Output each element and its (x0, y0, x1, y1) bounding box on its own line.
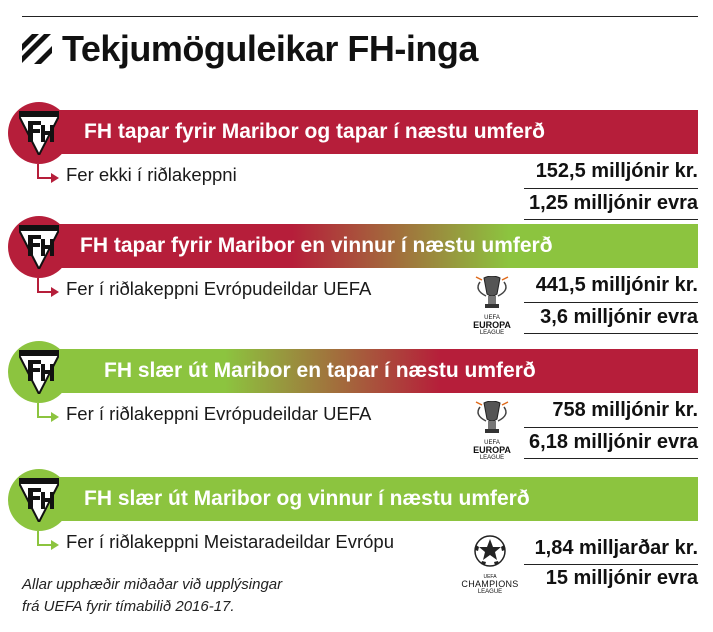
logo-text-uefa: UEFA (484, 315, 500, 321)
amount-eur: 3,6 milljónir evra (540, 306, 698, 328)
arrow-right-icon (37, 278, 59, 297)
logo-text-uefa: UEFA (483, 574, 497, 580)
fh-logo-badge (8, 341, 70, 403)
amount-eur: 15 milljónir evra (545, 567, 698, 589)
europa-league-logo: UEFA EUROPA LEAGUE (466, 275, 518, 336)
logo-text-champions: CHAMPIONS (461, 579, 519, 589)
fh-crest-icon (19, 478, 59, 522)
scenario-headline: FH slær út Maribor en tapar í næstu umfe… (104, 359, 536, 382)
scenario-outcome: Fer í riðlakeppni Evrópudeildar UEFA (66, 403, 372, 424)
scenario-band: FH tapar fyrir Maribor og tapar í næstu … (22, 110, 698, 154)
logo-text-uefa: UEFA (484, 440, 500, 446)
header: Tekjumöguleikar FH-inga (22, 24, 478, 74)
top-rule (22, 16, 698, 17)
divider (524, 219, 698, 220)
logo-text-league: LEAGUE (477, 589, 503, 595)
fh-logo-badge (8, 216, 70, 278)
divider (524, 302, 698, 303)
divider (524, 333, 698, 334)
scenario-headline: FH tapar fyrir Maribor og tapar í næstu … (84, 120, 545, 143)
arrow-right-icon (37, 164, 59, 183)
logo-text-europa: EUROPA (473, 320, 511, 330)
fh-logo-badge (8, 469, 70, 531)
fh-logo-badge (8, 102, 70, 164)
divider (524, 427, 698, 428)
europa-league-trophy-icon (475, 400, 509, 433)
scenario-band: FH slær út Maribor og vinnur í næstu umf… (22, 477, 698, 521)
arrow-right-icon (37, 403, 59, 422)
champions-league-starball-icon (474, 535, 506, 567)
footnote: Allar upphæðir miðaðar við upplýsingar f… (22, 574, 282, 618)
logo-text-europa: EUROPA (473, 445, 511, 455)
footnote-line-1: Allar upphæðir miðaðar við upplýsingar (22, 576, 283, 593)
scenario-headline: FH tapar fyrir Maribor en vinnur í næstu… (80, 234, 553, 257)
hatch-icon (22, 34, 52, 64)
amount-eur: 6,18 milljónir evra (529, 431, 698, 453)
amount-eur: 1,25 milljónir evra (529, 192, 698, 214)
logo-text-league: LEAGUE (479, 455, 505, 461)
amount-isk: 1,84 milljarðar kr. (534, 537, 698, 559)
fh-crest-icon (19, 111, 59, 155)
amount-isk: 441,5 milljónir kr. (535, 274, 698, 296)
logo-text-league: LEAGUE (479, 330, 505, 336)
divider (524, 458, 698, 459)
fh-crest-icon (19, 350, 59, 394)
europa-league-logo: UEFA EUROPA LEAGUE (466, 400, 518, 461)
amount-isk: 758 milljónir kr. (552, 399, 698, 421)
champions-league-logo: UEFA CHAMPIONS LEAGUE (458, 535, 522, 599)
fh-crest-icon (19, 225, 59, 269)
page-title: Tekjumöguleikar FH-inga (62, 28, 478, 69)
scenario-outcome: Fer í riðlakeppni Evrópudeildar UEFA (66, 278, 372, 299)
europa-league-trophy-icon (475, 275, 509, 308)
scenario-outcome: Fer í riðlakeppni Meistaradeildar Evrópu (66, 531, 395, 552)
arrow-right-icon (37, 531, 59, 550)
footnote-line-2: frá UEFA fyrir tímabilið 2016-17. (22, 598, 235, 615)
scenario-4: FH slær út Maribor og vinnur í næstu umf… (0, 465, 713, 595)
scenario-band: FH slær út Maribor en tapar í næstu umfe… (22, 349, 698, 393)
divider (524, 188, 698, 189)
scenario-headline: FH slær út Maribor og vinnur í næstu umf… (84, 487, 530, 510)
amount-isk: 152,5 milljónir kr. (535, 160, 698, 182)
scenario-1: FH tapar fyrir Maribor og tapar í næstu … (0, 98, 713, 220)
divider (524, 564, 698, 565)
scenario-2: FH tapar fyrir Maribor en vinnur í næstu… (0, 212, 713, 336)
scenario-band: FH tapar fyrir Maribor en vinnur í næstu… (22, 224, 698, 268)
scenario-3: FH slær út Maribor en tapar í næstu umfe… (0, 337, 713, 461)
scenario-outcome: Fer ekki í riðlakeppni (66, 164, 237, 185)
